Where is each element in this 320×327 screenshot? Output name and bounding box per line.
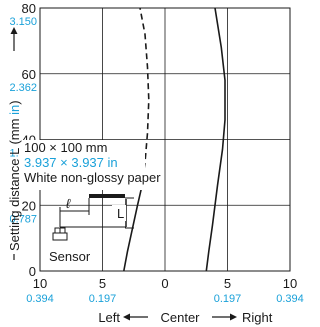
x-tick-label: 0 <box>161 276 168 291</box>
series-line-right <box>205 7 226 272</box>
y-tick-label: 60 <box>22 67 36 82</box>
target-plate <box>89 194 125 198</box>
y-tick-label: 80 <box>22 1 36 16</box>
target-size-mm: 100 × 100 mm <box>24 140 107 155</box>
sensor-label: Sensor <box>49 249 91 264</box>
x-tick-inch-label: 0.394 <box>26 293 54 305</box>
y-axis-label-unit: in <box>7 105 22 115</box>
right-arrow-icon <box>230 313 237 321</box>
l-label: L <box>117 206 124 221</box>
annotation-bg <box>18 140 145 190</box>
x-axis-left-label: Left <box>98 310 120 325</box>
series-line-left <box>139 7 150 189</box>
x-tick-inch-label: 0.197 <box>89 293 117 305</box>
x-tick-inch-label: 0.394 <box>276 293 304 305</box>
ell-label: ℓ <box>66 196 71 211</box>
annotation: 100 × 100 mm 3.937 × 3.937 in White non-… <box>18 140 161 264</box>
target-material: White non-glossy paper <box>24 170 161 185</box>
left-arrow-icon <box>123 313 130 321</box>
y-tick-inch-label: 0.787 <box>9 213 37 225</box>
y-tick-label: 0 <box>29 264 36 279</box>
y-axis-label-main: Setting distance L (mm <box>7 115 22 251</box>
target-size-in: 3.937 × 3.937 in <box>24 155 118 170</box>
grid <box>39 7 291 272</box>
x-tick-label: 10 <box>33 276 47 291</box>
l-label-bg <box>112 205 126 221</box>
x-tick-label: 10 <box>283 276 297 291</box>
sensor-icon <box>52 227 68 241</box>
x-tick-label: 5 <box>99 276 106 291</box>
x-axis-center-label: Center <box>160 310 200 325</box>
up-arrow-icon <box>10 27 18 34</box>
y-tick-inch-label: 2.362 <box>9 82 37 94</box>
x-tick-label: 5 <box>224 276 231 291</box>
x-axis-right-label: Right <box>242 310 273 325</box>
y-tick-label: 20 <box>22 198 36 213</box>
y-axis-title: Setting distance L (mm in) <box>7 27 22 260</box>
svg-text:Setting distance L (mm in): Setting distance L (mm in) <box>7 100 22 251</box>
y-axis-label-close: ) <box>7 100 22 104</box>
y-tick-inch-label: 3.150 <box>9 16 37 28</box>
x-tick-inch-label: 0.197 <box>214 293 242 305</box>
x-axis-title: Left Center Right <box>98 310 272 325</box>
